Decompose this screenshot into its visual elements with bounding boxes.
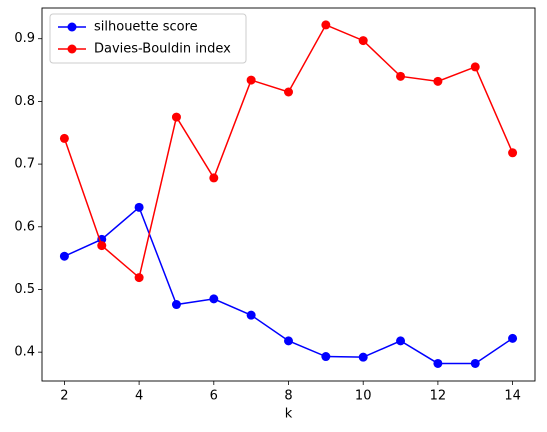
point	[396, 71, 406, 81]
point	[508, 333, 518, 343]
y-tick-label: 0.6	[14, 219, 35, 234]
point	[321, 352, 331, 362]
y-tick-label: 0.7	[14, 157, 35, 172]
point	[358, 352, 368, 362]
legend-label: silhouette score	[94, 20, 198, 35]
y-tick-label: 0.5	[14, 282, 35, 297]
point	[246, 310, 256, 320]
legend-marker	[67, 44, 77, 54]
x-tick-label: 10	[355, 389, 372, 404]
legend-label: Davies-Bouldin index	[94, 42, 231, 57]
point	[171, 300, 181, 310]
point	[171, 112, 181, 122]
y-tick-label: 0.4	[14, 345, 35, 360]
point	[284, 336, 293, 346]
point	[134, 273, 144, 283]
point	[508, 148, 518, 158]
legend-marker	[67, 22, 77, 32]
x-tick-label: 14	[504, 389, 521, 404]
x-axis-label: k	[285, 407, 293, 422]
point	[134, 202, 144, 212]
point	[358, 36, 368, 46]
point	[59, 133, 69, 143]
y-tick-label: 0.9	[14, 31, 35, 46]
x-tick-label: 2	[60, 389, 68, 404]
x-tick-label: 4	[135, 389, 143, 404]
y-tick-label: 0.8	[14, 94, 35, 109]
point	[97, 241, 107, 251]
point	[284, 87, 293, 97]
point	[209, 173, 219, 183]
point	[246, 75, 256, 85]
point	[433, 358, 443, 368]
point	[321, 20, 331, 30]
legend-box	[49, 13, 247, 64]
point	[59, 251, 69, 261]
x-tick-label: 6	[210, 389, 218, 404]
x-tick-label: 12	[430, 389, 447, 404]
point	[209, 294, 219, 304]
point	[470, 62, 480, 72]
x-tick-label: 8	[284, 389, 292, 404]
point	[396, 336, 406, 346]
plot-frame	[41, 7, 536, 382]
point	[470, 358, 480, 368]
point	[433, 76, 443, 86]
